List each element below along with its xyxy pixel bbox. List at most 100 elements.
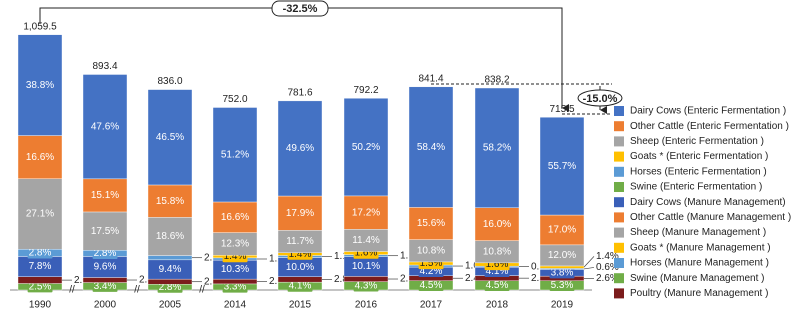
segment-label: 47.6% (91, 121, 119, 132)
bar-segment (147, 217, 193, 256)
legend-label: Swine (Enteric Fermentation ) (630, 182, 762, 193)
bar-segment (277, 276, 323, 283)
segment-label: 9.4% (159, 264, 182, 275)
segment-label: 38.8% (26, 80, 54, 91)
bar-segment (277, 100, 323, 197)
segment-label: 17.0% (548, 225, 576, 236)
segment-label: 50.2% (352, 142, 380, 153)
segment-label: 49.6% (286, 143, 314, 154)
label-bg (157, 281, 183, 293)
legend-label: Dairy Cows (Enteric Fermentation ) (630, 106, 786, 117)
segment-label: 1.4% (289, 249, 312, 260)
segment-label: 1.4% (596, 251, 619, 262)
label-bg (27, 281, 53, 293)
x-tick-label: 2000 (94, 300, 117, 311)
segment-label: 7.8% (29, 261, 52, 272)
segment-label: 9.6% (94, 262, 117, 273)
legend-swatch (614, 288, 624, 299)
legend-swatch (614, 227, 624, 238)
annotations: -32.5% -15.0% (39, 0, 623, 115)
total-label: 893.4 (92, 61, 117, 72)
segment-label: 4.3% (355, 280, 378, 291)
bar-segment (147, 89, 193, 186)
label-bg (418, 279, 444, 291)
x-tick-label: 2014 (224, 300, 247, 311)
bar-segment (277, 195, 323, 231)
segment-label: 2.6% (596, 273, 619, 284)
legend-label: Sheep (Enteric Fermentation ) (630, 136, 764, 147)
bar-segment (82, 277, 128, 283)
total-label: 752.0 (222, 94, 247, 105)
legend-swatch (614, 166, 624, 177)
bar-segment (539, 265, 585, 269)
segment-label: 2.5% (29, 281, 52, 292)
bar-segment (343, 98, 389, 197)
label-leader (583, 267, 595, 270)
segment-label: 15.1% (91, 190, 119, 201)
legend-label: Swine (Manure Management ) (630, 273, 765, 284)
bar-segment (147, 278, 193, 285)
segment-label: 3.4% (94, 281, 117, 292)
bar-segment (82, 178, 128, 213)
bar-segment (343, 195, 389, 230)
bar-segment (539, 214, 585, 246)
segment-label: 3.3% (224, 282, 247, 293)
bar-segment (343, 276, 389, 282)
segment-label: 51.2% (221, 149, 249, 160)
x-tick-label: 1990 (29, 300, 52, 311)
legend-swatch (614, 182, 624, 192)
bar-segment (408, 86, 454, 208)
segment-label: 2.8% (94, 248, 117, 259)
label-leader (583, 256, 595, 268)
x-tick-label: 2005 (159, 300, 182, 311)
x-tick-label: 2016 (355, 300, 378, 311)
segment-label: 1.5% (420, 258, 443, 269)
legend-label: Horses (Manure Management ) (630, 258, 769, 269)
segment-label: 17.9% (286, 208, 314, 219)
x-tick-label: 2018 (486, 300, 509, 311)
bar-segment (147, 255, 193, 261)
segment-label: 55.7% (548, 161, 576, 172)
legend-swatch (614, 121, 624, 132)
legend-swatch (614, 242, 624, 253)
segment-label: 4.5% (420, 280, 443, 291)
legend-swatch (614, 258, 624, 268)
segment-label: 1.6% (486, 259, 509, 270)
segment-label: 17.5% (91, 226, 119, 237)
segment-label: 0.6% (596, 262, 619, 273)
annotation-box (271, 0, 329, 17)
x-tick-label: 2017 (420, 300, 443, 311)
annotation: -32.5% (283, 3, 318, 15)
segment-label: 5.3% (551, 280, 574, 291)
segment-label: 10.3% (221, 264, 249, 275)
bars: 2.5% 7.8% 2.8% 27.1% 16.6% 38.8% 2.6% 1,059.5 19… (10, 21, 619, 311)
legend-swatch (614, 197, 624, 208)
segment-label: 17.2% (352, 207, 380, 218)
segment-label: 10.0% (286, 262, 314, 273)
segment-label: 1.4% (224, 251, 247, 262)
segment-label: 16.6% (221, 212, 249, 223)
segment-label: 10.1% (352, 261, 380, 272)
segment-label: 4.1% (486, 266, 509, 277)
annotation-box (577, 89, 623, 107)
label-bg (287, 280, 313, 292)
label-bg (92, 248, 118, 260)
legend-label: Other Cattle (Enteric Fermentation ) (630, 121, 789, 132)
segment-label: 18.6% (156, 231, 184, 242)
bar-segment (17, 178, 63, 250)
total-label: 792.2 (353, 85, 378, 96)
bar-segment (17, 135, 63, 179)
segment-label: 2.8% (29, 247, 52, 258)
segment-label: 2.8% (159, 282, 182, 293)
label-bg (222, 281, 248, 293)
bar-segment (82, 74, 128, 180)
segment-label: 15.8% (156, 196, 184, 207)
bar-segment (212, 278, 258, 285)
annotation: -15.0% (583, 93, 618, 105)
axis-break: // (134, 285, 140, 296)
legend-label: Goats * (Enteric Fermentation ) (630, 151, 768, 162)
bar-segment (539, 117, 585, 216)
legend-label: Dairy Cows (Manure Management) (630, 197, 786, 208)
segment-label: 4.5% (486, 280, 509, 291)
